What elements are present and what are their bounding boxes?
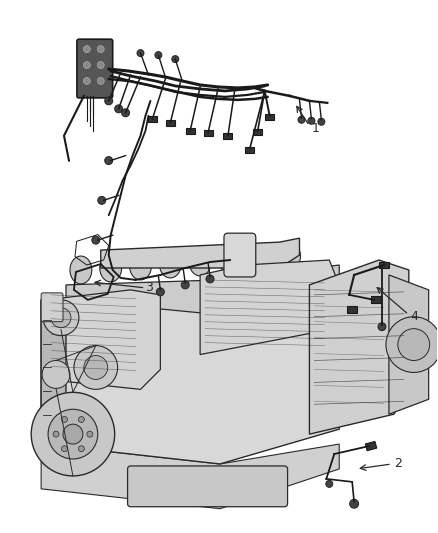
Polygon shape [186, 128, 194, 134]
Circle shape [155, 52, 162, 59]
Circle shape [61, 416, 67, 423]
FancyBboxPatch shape [224, 233, 256, 277]
Circle shape [83, 77, 90, 84]
Ellipse shape [249, 244, 271, 272]
Polygon shape [41, 444, 339, 508]
Ellipse shape [130, 252, 152, 280]
Circle shape [298, 116, 305, 123]
Circle shape [61, 446, 67, 452]
Circle shape [42, 360, 70, 389]
Circle shape [97, 46, 104, 53]
Circle shape [78, 446, 85, 452]
Ellipse shape [100, 254, 122, 282]
FancyBboxPatch shape [77, 39, 113, 98]
Polygon shape [309, 260, 409, 434]
Polygon shape [347, 306, 357, 313]
Circle shape [206, 275, 214, 283]
Polygon shape [41, 285, 339, 464]
Circle shape [115, 105, 123, 113]
Text: 4: 4 [411, 310, 419, 323]
Circle shape [48, 409, 98, 459]
Circle shape [53, 431, 59, 437]
Polygon shape [46, 290, 160, 389]
Polygon shape [265, 114, 274, 120]
Circle shape [137, 50, 144, 56]
Circle shape [43, 300, 79, 336]
Circle shape [350, 499, 359, 508]
Polygon shape [379, 262, 389, 269]
Polygon shape [166, 120, 175, 126]
Circle shape [318, 118, 325, 125]
Circle shape [97, 77, 104, 84]
Ellipse shape [70, 256, 92, 284]
Circle shape [78, 416, 85, 423]
Circle shape [92, 236, 100, 244]
Polygon shape [253, 129, 262, 135]
Circle shape [31, 392, 115, 476]
Circle shape [378, 322, 386, 330]
Text: 2: 2 [394, 457, 402, 471]
Ellipse shape [219, 246, 241, 274]
Circle shape [97, 62, 104, 69]
Polygon shape [365, 441, 377, 451]
Polygon shape [223, 133, 233, 139]
Circle shape [122, 109, 130, 117]
Circle shape [105, 97, 113, 105]
Circle shape [63, 424, 83, 444]
Circle shape [308, 117, 315, 124]
FancyBboxPatch shape [41, 293, 63, 322]
Polygon shape [148, 116, 157, 122]
Ellipse shape [159, 250, 181, 278]
Text: 3: 3 [145, 281, 153, 294]
Polygon shape [204, 130, 212, 136]
Circle shape [326, 480, 333, 487]
Circle shape [98, 196, 106, 204]
FancyBboxPatch shape [127, 466, 288, 507]
Polygon shape [200, 260, 339, 354]
Circle shape [74, 345, 118, 389]
Circle shape [83, 62, 90, 69]
Ellipse shape [279, 242, 300, 270]
Polygon shape [66, 265, 339, 315]
Circle shape [51, 308, 71, 328]
Polygon shape [371, 296, 381, 303]
Circle shape [156, 288, 164, 296]
Circle shape [87, 431, 93, 437]
Text: 1: 1 [311, 122, 319, 135]
Circle shape [386, 317, 438, 373]
Circle shape [84, 356, 108, 379]
Circle shape [105, 157, 113, 165]
Circle shape [398, 329, 430, 360]
Circle shape [83, 46, 90, 53]
Circle shape [181, 281, 189, 289]
Polygon shape [41, 300, 66, 454]
Polygon shape [389, 275, 429, 414]
Circle shape [172, 55, 179, 62]
Polygon shape [245, 147, 254, 152]
Polygon shape [101, 238, 300, 268]
Ellipse shape [189, 248, 211, 276]
